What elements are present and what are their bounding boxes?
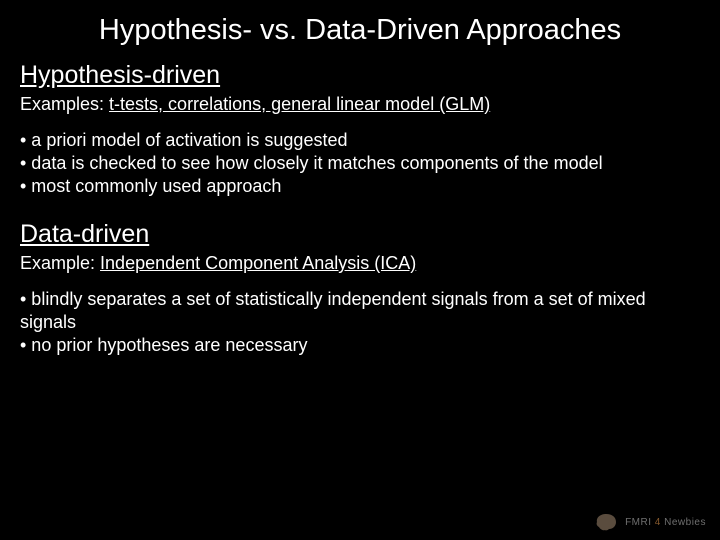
example-text: Independent Component Analysis (ICA) [100,253,416,273]
footer-logo-text: FMRI 4 Newbies [625,517,706,528]
logo-suffix: Newbies [664,517,706,528]
section-heading-hypothesis: Hypothesis-driven [20,61,700,90]
brain-icon [593,512,619,532]
bullets-hypothesis: • a priori model of activation is sugges… [20,129,700,198]
bullets-data-driven: • blindly separates a set of statistical… [20,288,700,357]
slide-container: Hypothesis- vs. Data-Driven Approaches H… [0,0,720,540]
slide-title: Hypothesis- vs. Data-Driven Approaches [20,14,700,47]
footer-logo: FMRI 4 Newbies [593,512,706,532]
section-heading-data-driven: Data-driven [20,220,700,249]
bullet-item: • blindly separates a set of statistical… [20,288,700,334]
example-text: t-tests, correlations, general linear mo… [109,94,490,114]
logo-prefix: FMRI [625,517,651,528]
example-label: Examples: [20,94,109,114]
bullet-item: • a priori model of activation is sugges… [20,129,700,152]
example-line-hypothesis: Examples: t-tests, correlations, general… [20,94,700,115]
bullet-item: • most commonly used approach [20,175,700,198]
example-label: Example: [20,253,100,273]
bullet-item: • no prior hypotheses are necessary [20,334,700,357]
logo-accent: 4 [655,517,661,528]
bullet-item: • data is checked to see how closely it … [20,152,700,175]
example-line-data-driven: Example: Independent Component Analysis … [20,253,700,274]
